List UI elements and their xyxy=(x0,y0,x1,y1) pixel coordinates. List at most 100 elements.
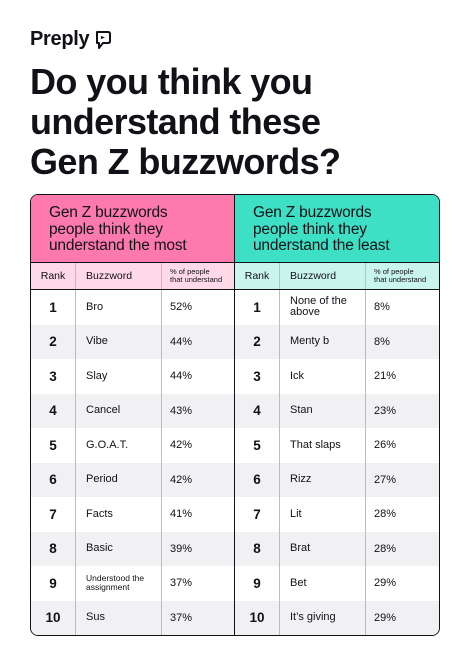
buzzword-cell: Basic xyxy=(76,531,162,566)
buzzword-cell: None of the above xyxy=(280,290,366,325)
least-col-pct: % of people that understand xyxy=(366,263,439,289)
percent-cell: 44% xyxy=(170,370,193,383)
most-understood-panel: Gen Z buzzwords people think they unders… xyxy=(31,195,235,635)
least-understood-panel: Gen Z buzzwords people think they unders… xyxy=(235,195,439,635)
rank-cell: 6 xyxy=(235,462,280,497)
percent-cell: 44% xyxy=(170,335,193,348)
table-row: 1 None of the above 8% xyxy=(235,290,439,325)
rank-cell: 6 xyxy=(31,462,76,497)
buzzword-cell: Slay xyxy=(76,359,162,394)
most-col-pct-line-2: that understand xyxy=(170,275,223,284)
rank-cell: 1 xyxy=(235,290,280,325)
buzzword-cell: Ick xyxy=(280,359,366,394)
rank-cell: 3 xyxy=(235,359,280,394)
most-col-rank: Rank xyxy=(31,263,76,289)
least-panel-title: Gen Z buzzwords people think they unders… xyxy=(235,195,439,263)
buzzword-cell: Menty b xyxy=(280,324,366,359)
buzzword-cell: Sus xyxy=(76,600,162,635)
least-column-headers: Rank Buzzword % of people that understan… xyxy=(235,263,439,290)
table-row: 5 G.O.A.T. 42% xyxy=(31,428,234,463)
table-row: 10 Sus 37% xyxy=(31,600,234,635)
rank-cell: 1 xyxy=(31,290,76,325)
table-row: 4 Stan 23% xyxy=(235,393,439,428)
table-row: 7 Facts 41% xyxy=(31,497,234,532)
most-col-pct: % of people that understand xyxy=(162,263,234,289)
table-row: 10 It’s giving 29% xyxy=(235,600,439,635)
least-col-pct-line-1: % of people xyxy=(374,267,414,276)
percent-cell: 28% xyxy=(374,508,397,521)
rank-cell: 8 xyxy=(235,531,280,566)
percent-cell: 39% xyxy=(170,542,193,555)
most-title-line-2: people think they xyxy=(49,220,163,238)
table-row: 2 Menty b 8% xyxy=(235,324,439,359)
percent-cell: 41% xyxy=(170,508,193,521)
least-title-line-1: Gen Z buzzwords xyxy=(253,204,372,221)
percent-cell: 29% xyxy=(374,611,397,624)
buzzword-cell: Vibe xyxy=(76,324,162,359)
rank-cell: 9 xyxy=(235,566,280,601)
rank-cell: 5 xyxy=(235,428,280,463)
percent-cell: 27% xyxy=(374,473,397,486)
preply-logo-icon xyxy=(96,30,112,49)
buzzword-cell: Lit xyxy=(280,497,366,532)
rank-cell: 7 xyxy=(235,497,280,532)
least-title-line-3: understand the least xyxy=(253,237,390,254)
brand-name: Preply xyxy=(30,28,90,50)
buzzword-cell: Stan xyxy=(280,393,366,428)
buzzword-cell: That slaps xyxy=(280,428,366,463)
rank-cell: 9 xyxy=(31,566,76,601)
most-panel-title: Gen Z buzzwords people think they unders… xyxy=(31,195,234,263)
buzzword-cell: Brat xyxy=(280,531,366,566)
table-row: 8 Basic 39% xyxy=(31,531,234,566)
most-col-buzzword: Buzzword xyxy=(76,263,162,289)
title-line-1: Do you think you xyxy=(30,61,313,102)
rank-cell: 4 xyxy=(31,393,76,428)
buzzword-cell: Understood the assignment xyxy=(76,566,162,601)
rank-cell: 10 xyxy=(235,600,280,635)
title-line-2: understand these xyxy=(30,101,321,142)
most-title-line-3: understand the most xyxy=(49,237,187,254)
rank-cell: 5 xyxy=(31,428,76,463)
most-column-headers: Rank Buzzword % of people that understan… xyxy=(31,263,234,290)
buzzword-cell: Bro xyxy=(76,290,162,325)
buzzword-table: Gen Z buzzwords people think they unders… xyxy=(30,194,440,636)
buzzword-cell: Rizz xyxy=(280,462,366,497)
percent-cell: 21% xyxy=(374,370,397,383)
least-col-pct-line-2: that understand xyxy=(374,275,427,284)
rank-cell: 10 xyxy=(31,600,76,635)
brand-logo: Preply xyxy=(30,28,112,51)
least-col-rank: Rank xyxy=(235,263,280,289)
rank-cell: 4 xyxy=(235,393,280,428)
percent-cell: 42% xyxy=(170,473,193,486)
rank-cell: 2 xyxy=(235,324,280,359)
title-line-3: Gen Z buzzwords? xyxy=(30,141,341,182)
least-rows: 1 None of the above 8% 2 Menty b 8% 3 Ick 21% 4 St… xyxy=(235,290,439,635)
least-title-line-2: people think they xyxy=(253,220,367,238)
table-row: 9 Bet 29% xyxy=(235,566,439,601)
buzzword-cell: G.O.A.T. xyxy=(76,428,162,463)
table-row: 5 That slaps 26% xyxy=(235,428,439,463)
rank-cell: 2 xyxy=(31,324,76,359)
table-row: 6 Rizz 27% xyxy=(235,462,439,497)
table-row: 3 Slay 44% xyxy=(31,359,234,394)
table-row: 2 Vibe 44% xyxy=(31,324,234,359)
percent-cell: 42% xyxy=(170,439,193,452)
table-row: 8 Brat 28% xyxy=(235,531,439,566)
most-title-line-1: Gen Z buzzwords xyxy=(49,204,168,221)
percent-cell: 23% xyxy=(374,404,397,417)
table-row: 1 Bro 52% xyxy=(31,290,234,325)
percent-cell: 37% xyxy=(170,611,193,624)
page-title: Do you think you understand these Gen Z … xyxy=(30,62,450,182)
percent-cell: 8% xyxy=(374,301,390,314)
buzzword-cell: Period xyxy=(76,462,162,497)
rank-cell: 7 xyxy=(31,497,76,532)
percent-cell: 29% xyxy=(374,577,397,590)
table-row: 3 Ick 21% xyxy=(235,359,439,394)
table-row: 7 Lit 28% xyxy=(235,497,439,532)
percent-cell: 37% xyxy=(170,577,193,590)
percent-cell: 28% xyxy=(374,542,397,555)
rank-cell: 3 xyxy=(31,359,76,394)
least-col-buzzword: Buzzword xyxy=(280,263,366,289)
buzzword-cell: Bet xyxy=(280,566,366,601)
most-rows: 1 Bro 52% 2 Vibe 44% 3 Slay 44% 4 Cancel 43% 5 G.O.A.… xyxy=(31,290,234,635)
